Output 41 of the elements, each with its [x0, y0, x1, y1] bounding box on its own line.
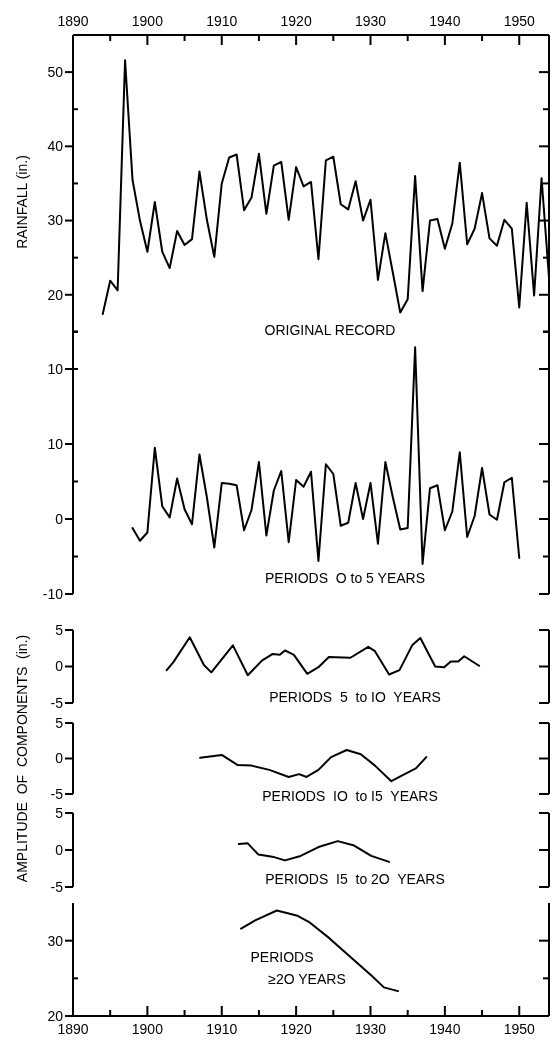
- x2-tick-label: 1940: [429, 13, 461, 29]
- y-tick-label: -5: [50, 785, 64, 802]
- y-tick-label: 10: [47, 360, 64, 377]
- text: PERIODS I5 to 2O YEARS: [265, 871, 445, 887]
- x-tick-label: 1930: [354, 1021, 387, 1037]
- x-tick-label: 1900: [131, 1021, 164, 1037]
- y-tick-label: -10: [42, 585, 64, 602]
- x2-tick-label: 1900: [131, 13, 164, 29]
- y-axis-title: RAINFALL (in.): [14, 155, 30, 249]
- y-tick-label: 0: [55, 658, 64, 675]
- y-tick-label: 30: [47, 932, 64, 949]
- x-tick-label: 1920: [280, 1021, 312, 1037]
- y-axis-title: AMPLITUDE OF COMPONENTS (in.): [14, 634, 30, 883]
- x2-tick-label: 1930: [354, 13, 387, 29]
- y-tick-label: 20: [47, 286, 64, 303]
- y-tick-label: 30: [47, 212, 64, 229]
- x2-tick-label: 1920: [280, 13, 312, 29]
- y-tick-label: -5: [50, 878, 64, 895]
- y-tick-label: 10: [47, 435, 64, 452]
- x2-tick-label: 1890: [57, 13, 89, 29]
- y-tick-label: -5: [50, 694, 64, 711]
- y-tick-label: 40: [47, 138, 64, 155]
- y-tick-label: 20: [47, 1007, 64, 1024]
- y-tick-label: 5: [55, 804, 64, 821]
- x2-tick-label: 1910: [206, 13, 238, 29]
- y-tick-label: 0: [55, 750, 64, 767]
- text: ORIGINAL RECORD: [264, 322, 396, 338]
- x-tick-label: 1910: [206, 1021, 238, 1037]
- x2-tick-label: 1950: [503, 13, 536, 29]
- y-tick-label: 5: [55, 621, 64, 638]
- text: PERIODS 5 to IO YEARS: [269, 689, 441, 705]
- text: PERIODS IO to I5 YEARS: [262, 788, 438, 804]
- y-tick-label: 50: [47, 64, 64, 81]
- text: PERIODS ≥2O YEARS: [250, 949, 346, 987]
- text: PERIODS O to 5 YEARS: [264, 570, 426, 586]
- x-tick-label: 1890: [57, 1021, 89, 1037]
- y-tick-label: 0: [55, 841, 64, 858]
- x-tick-label: 1940: [429, 1021, 461, 1037]
- y-tick-label: 5: [55, 714, 64, 731]
- x-tick-label: 1950: [503, 1021, 536, 1037]
- y-tick-label: 0: [55, 510, 64, 527]
